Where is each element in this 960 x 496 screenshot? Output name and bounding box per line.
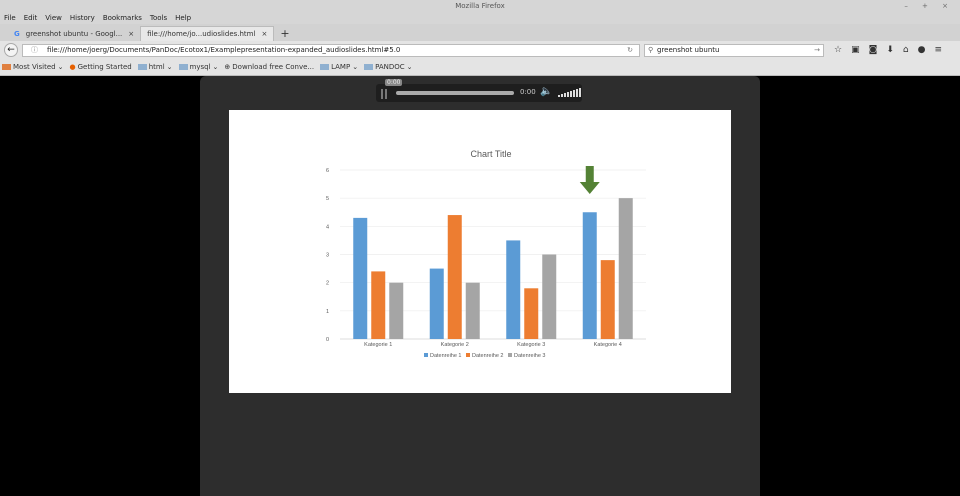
chat-icon[interactable]: ● [917, 45, 926, 55]
search-text: greenshot ubuntu [657, 45, 720, 54]
bookmark-mysql[interactable]: mysql ⌄ [178, 63, 218, 71]
google-icon: G [14, 29, 20, 38]
legend-swatch [424, 353, 428, 357]
legend-label: Datenreihe 3 [514, 353, 546, 359]
legend-label: Datenreihe 1 [430, 353, 462, 359]
close-tab-icon[interactable]: × [261, 30, 268, 38]
search-icon: ⚲ [648, 45, 654, 54]
new-tab-button[interactable]: + [280, 27, 290, 40]
y-tick-label: 1 [326, 309, 329, 315]
bookmark-label: Most Visited [13, 63, 56, 71]
bookmark-download[interactable]: ⊕ Download free Conve... [224, 63, 314, 71]
bar-2-1 [371, 271, 386, 339]
url-bar[interactable]: ⓘ file:///home/joerg/Documents/PanDoc/Eco… [22, 43, 640, 57]
home-icon[interactable]: ⌂ [902, 45, 909, 55]
chart-title: Chart Title [470, 149, 511, 159]
bookmark-html[interactable]: html ⌄ [137, 63, 173, 71]
y-tick-label: 0 [326, 337, 329, 343]
close-tab-icon[interactable]: × [128, 29, 135, 38]
back-button[interactable]: ← [4, 43, 18, 57]
title-bar: Mozilla Firefox – + × [0, 0, 960, 13]
firefox-icon: ● [69, 63, 76, 71]
y-tick-label: 2 [326, 281, 329, 287]
menu-edit[interactable]: Edit [23, 14, 38, 22]
legend-swatch [508, 353, 512, 357]
bookmark-label: PANDOC [375, 63, 405, 71]
y-tick-label: 5 [326, 196, 329, 202]
y-tick-label: 4 [326, 224, 329, 230]
menu-history[interactable]: History [69, 14, 95, 22]
bar-3-4 [618, 198, 633, 339]
nav-bar: ← ⓘ file:///home/joerg/Documents/PanDoc/E… [0, 41, 960, 59]
bar-3-1 [389, 282, 404, 339]
x-tick-label: Kategorie 4 [594, 342, 622, 348]
star-icon[interactable]: ☆ [834, 45, 843, 55]
bar-3-3 [542, 254, 557, 339]
x-tick-label: Kategorie 3 [517, 342, 545, 348]
down-arrow-icon [579, 166, 600, 194]
folder-icon [178, 64, 188, 70]
download-icon[interactable]: ⬇ [886, 45, 894, 55]
tab-audioslides[interactable]: file:///home/jo...udioslides.html × [140, 26, 275, 41]
audio-player: 0:00 0:00 🔈 [376, 79, 582, 102]
menu-icon[interactable]: ≡ [934, 45, 942, 55]
y-tick-label: 3 [326, 253, 329, 259]
bar-1-2 [429, 268, 444, 339]
bar-chart: Chart Title 0 1 2 3 4 5 6 Kategorie 1 Kategorie … [326, 149, 646, 359]
bar-3-2 [465, 282, 480, 339]
pocket-icon[interactable]: ◙ [868, 45, 878, 55]
folder-icon [364, 64, 374, 70]
y-tick-label: 6 [326, 168, 329, 174]
bookmark-label: mysql [189, 63, 211, 71]
slide: Chart Title 0 1 2 3 4 5 6 Kategorie 1 Kategorie … [229, 110, 731, 393]
bar-1-4 [582, 212, 597, 339]
menu-bar: File Edit View History Bookmarks Tools H… [0, 13, 960, 24]
tab-label: greenshot ubuntu - Googl... [25, 29, 123, 38]
volume-icon[interactable]: 🔈 [540, 86, 553, 97]
x-tick-label: Kategorie 2 [441, 342, 469, 348]
menu-bookmarks[interactable]: Bookmarks [102, 14, 142, 22]
tab-label: file:///home/jo...udioslides.html [147, 30, 256, 38]
bar-1-3 [506, 240, 521, 339]
clipboard-icon[interactable]: ▣ [851, 45, 860, 55]
bookmark-getting-started[interactable]: ● Getting Started [69, 63, 131, 71]
bookmark-label: Getting Started [77, 63, 132, 71]
volume-slider[interactable] [558, 88, 581, 97]
bookmark-pandoc[interactable]: PANDOC ⌄ [364, 63, 413, 71]
bookmark-label: html [148, 63, 165, 71]
bar-2-2 [447, 215, 462, 339]
pause-button[interactable] [381, 89, 387, 99]
legend-label: Datenreihe 2 [472, 353, 504, 359]
bookmark-label: LAMP [331, 63, 351, 71]
x-tick-label: Kategorie 1 [364, 342, 392, 348]
search-go-icon[interactable]: → [814, 45, 820, 54]
folder-icon [2, 64, 11, 70]
time-tooltip: 0:00 [385, 79, 403, 86]
bookmark-lamp[interactable]: LAMP ⌄ [320, 63, 358, 71]
legend-swatch [466, 353, 470, 357]
current-time: 0:00 [520, 88, 536, 96]
window-controls[interactable]: – + × [904, 2, 954, 10]
menu-help[interactable]: Help [175, 14, 192, 22]
info-icon[interactable]: ⓘ [31, 45, 38, 54]
bookmarks-bar: Most Visited ⌄ ● Getting Started html ⌄ mys… [0, 59, 960, 76]
folder-icon [320, 64, 330, 70]
menu-file[interactable]: File [4, 14, 16, 22]
window-title: Mozilla Firefox [455, 2, 505, 10]
bar-1-1 [353, 217, 368, 339]
bar-2-3 [524, 288, 539, 339]
seek-bar[interactable] [396, 91, 514, 95]
bar-2-4 [600, 260, 615, 339]
search-input[interactable]: ⚲ greenshot ubuntu → [644, 43, 824, 57]
bookmark-most-visited[interactable]: Most Visited ⌄ [2, 63, 63, 71]
bookmark-label: Download free Conve... [232, 63, 315, 71]
globe-icon: ⊕ [224, 63, 231, 71]
reload-icon[interactable]: ↻ [627, 45, 633, 54]
menu-tools[interactable]: Tools [149, 14, 168, 22]
menu-view[interactable]: View [45, 14, 62, 22]
folder-icon [137, 64, 147, 70]
url-text: file:///home/joerg/Documents/PanDoc/Ecot… [47, 45, 401, 54]
